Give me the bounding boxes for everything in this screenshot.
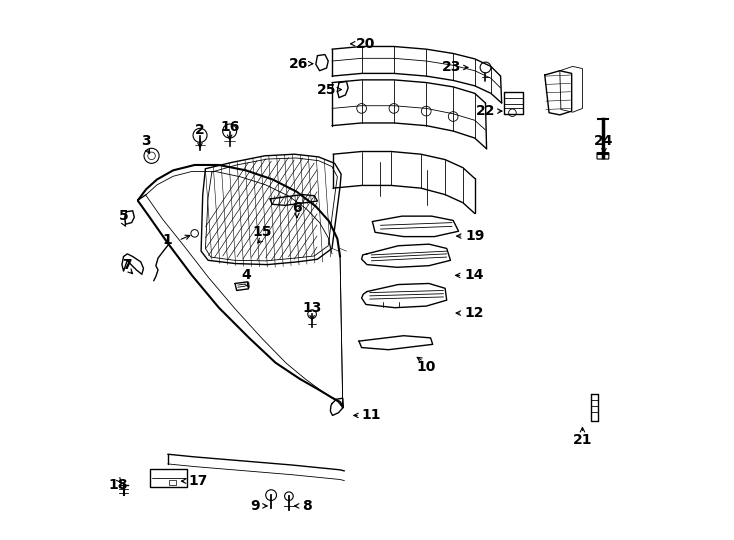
Text: 11: 11 xyxy=(362,408,381,422)
Text: 2: 2 xyxy=(195,123,205,137)
Bar xyxy=(150,469,187,487)
Text: 15: 15 xyxy=(252,225,272,239)
Bar xyxy=(170,480,176,485)
Text: 3: 3 xyxy=(142,134,151,148)
Text: 1: 1 xyxy=(162,233,172,247)
Text: 21: 21 xyxy=(573,433,592,447)
Text: 17: 17 xyxy=(188,474,208,488)
FancyBboxPatch shape xyxy=(597,153,608,159)
Text: 9: 9 xyxy=(250,499,260,513)
Text: 23: 23 xyxy=(442,60,461,75)
Text: 12: 12 xyxy=(464,306,484,320)
Text: 6: 6 xyxy=(292,201,302,215)
Text: 7: 7 xyxy=(123,258,132,272)
Text: 4: 4 xyxy=(241,268,251,282)
Text: 10: 10 xyxy=(417,360,436,374)
Text: 26: 26 xyxy=(288,57,308,71)
Text: 8: 8 xyxy=(302,499,312,513)
Text: 22: 22 xyxy=(476,104,495,118)
Text: 24: 24 xyxy=(595,134,614,148)
Text: 13: 13 xyxy=(302,301,321,315)
Text: 5: 5 xyxy=(119,209,128,223)
Text: 19: 19 xyxy=(465,229,484,243)
Text: 20: 20 xyxy=(356,37,376,51)
Text: 16: 16 xyxy=(220,120,239,134)
Text: 25: 25 xyxy=(317,83,336,97)
Text: 18: 18 xyxy=(109,478,128,492)
Text: 14: 14 xyxy=(464,268,484,282)
